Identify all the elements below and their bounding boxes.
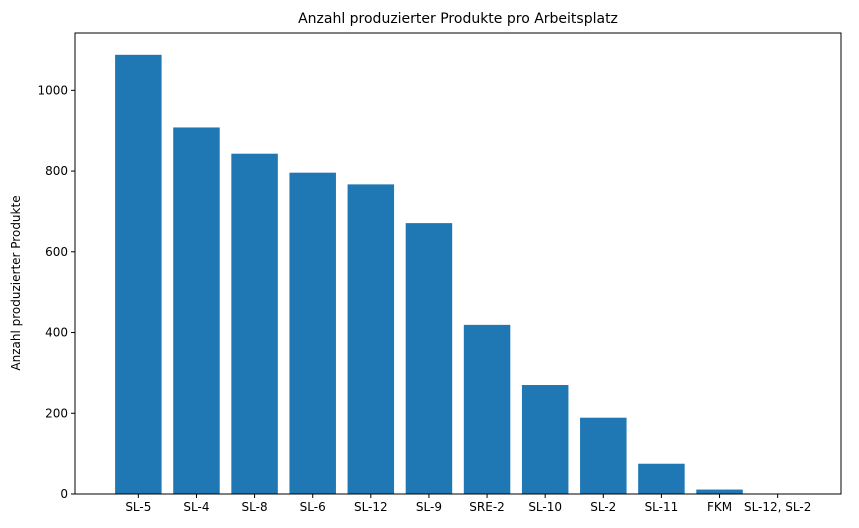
y-axis-ticks: 0 200 400 600 800 1000 <box>37 83 75 501</box>
y-tick-label: 1000 <box>37 83 68 97</box>
y-tick-label: 0 <box>60 487 68 501</box>
x-tick-label: SL-4 <box>183 500 209 514</box>
bar <box>173 127 220 494</box>
x-tick-label: SL-5 <box>125 500 151 514</box>
bar <box>696 489 743 494</box>
bar <box>115 54 162 495</box>
plot-frame <box>74 32 842 495</box>
y-tick-label: 400 <box>45 326 68 340</box>
y-tick-label: 600 <box>45 245 68 259</box>
x-tick-label: SL-9 <box>416 500 442 514</box>
y-axis-label: Anzahl produzierter Produkte <box>9 195 23 370</box>
x-tick-label: SL-12, SL-2 <box>744 500 811 514</box>
bar <box>405 223 453 495</box>
y-tick-label: 800 <box>45 164 68 178</box>
x-axis-ticks: SL-5 SL-4 SL-8 SL-6 SL-12 SL-9 SRE-2 SL-10 SL-2 S… <box>125 494 811 514</box>
bar <box>521 385 569 494</box>
y-tick-label: 200 <box>45 406 68 420</box>
x-tick-label: SL-8 <box>242 500 268 514</box>
bar <box>231 153 278 494</box>
bar <box>289 172 336 495</box>
bar <box>463 324 511 494</box>
bars-group <box>115 54 801 495</box>
x-tick-label: SL-12 <box>354 500 388 514</box>
bar <box>347 184 395 495</box>
x-tick-label: SL-6 <box>300 500 326 514</box>
x-tick-label: SL-11 <box>645 500 679 514</box>
x-tick-label: FKM <box>707 500 732 514</box>
chart-title: Anzahl produzierter Produkte pro Arbeits… <box>298 11 618 27</box>
bar <box>580 417 627 494</box>
x-tick-label: SL-2 <box>590 500 616 514</box>
x-tick-label: SL-10 <box>528 500 562 514</box>
x-tick-label: SRE-2 <box>469 500 505 514</box>
bar <box>638 463 685 494</box>
